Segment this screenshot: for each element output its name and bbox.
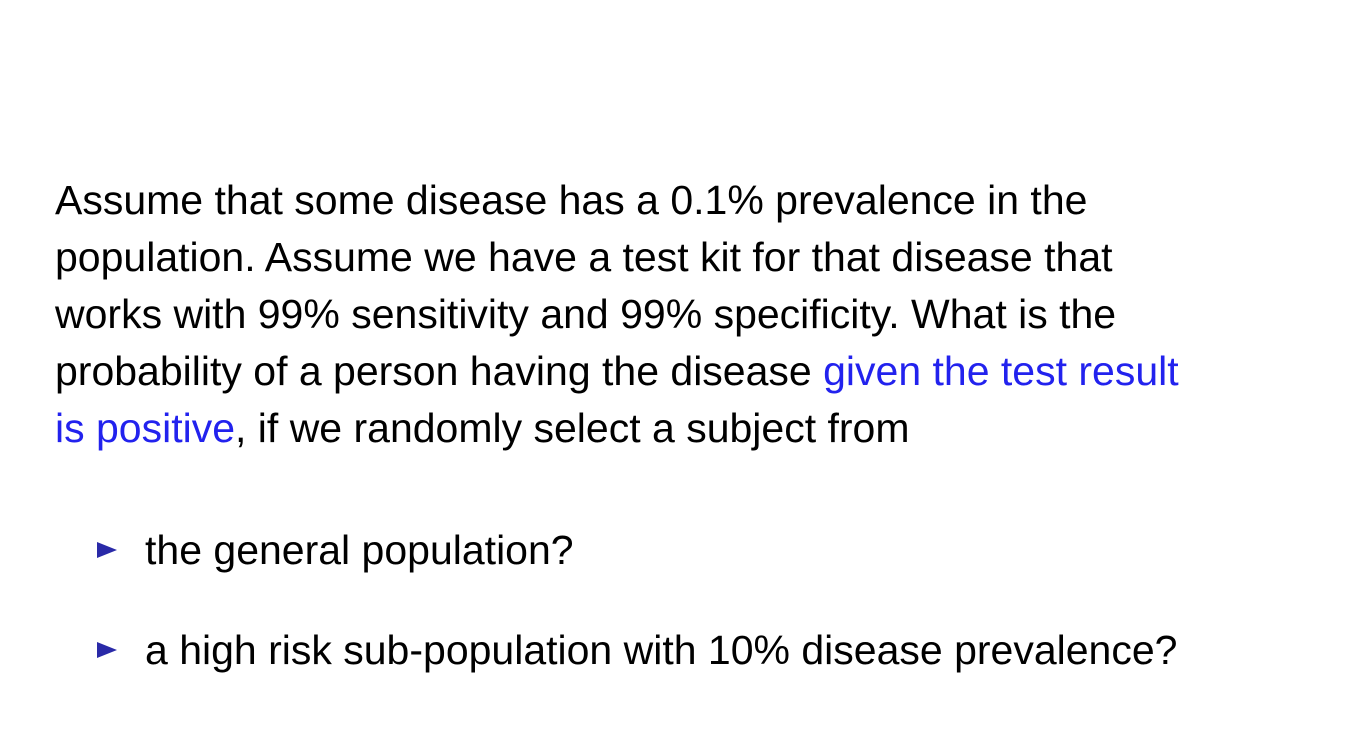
- question-paragraph: Assume that some disease has a 0.1% prev…: [55, 172, 1325, 457]
- paragraph-line: works with 99% sensitivity and 99% speci…: [55, 291, 1117, 337]
- paragraph-line: is positive, if we randomly select a sub…: [55, 400, 1325, 457]
- highlighted-text: given the test result: [823, 348, 1179, 394]
- paragraph-line: Assume that some disease has a 0.1% prev…: [55, 177, 1088, 223]
- paragraph-text: , if we randomly select a subject from: [235, 405, 910, 451]
- triangle-right-icon: [97, 542, 117, 558]
- paragraph-line: population. Assume we have a test kit fo…: [55, 234, 1113, 280]
- bullet-text: the general population?: [145, 527, 574, 573]
- paragraph-text: probability of a person having the disea…: [55, 348, 824, 394]
- bullet-text: a high risk sub-population with 10% dise…: [145, 627, 1178, 673]
- paragraph-line: probability of a person having the disea…: [55, 343, 1325, 400]
- highlighted-text: is positive: [55, 405, 236, 451]
- triangle-right-icon: [97, 642, 117, 658]
